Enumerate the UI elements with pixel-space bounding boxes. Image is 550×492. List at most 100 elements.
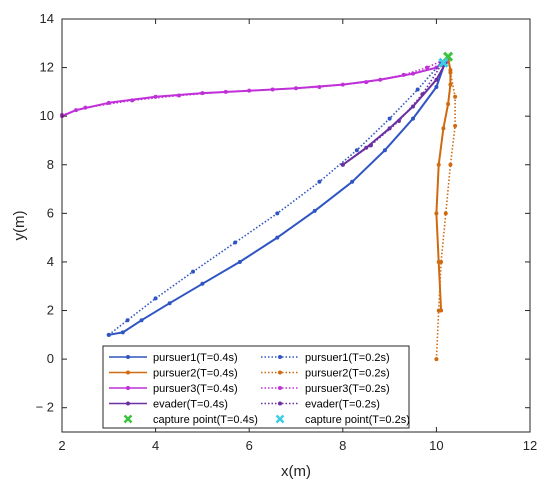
- series-line: [61, 57, 449, 116]
- y-tick-label: 10: [40, 108, 54, 123]
- legend-marker: [126, 355, 130, 359]
- series-point: [441, 126, 446, 131]
- legend-item: evader(T=0.2s): [261, 399, 380, 411]
- x-axis-label: x(m): [281, 463, 311, 480]
- series-point: [434, 211, 439, 216]
- series-point: [350, 179, 355, 184]
- series-point: [167, 301, 172, 306]
- series-point: [436, 308, 441, 313]
- series-point: [453, 123, 458, 128]
- series-line: [435, 57, 456, 360]
- series-point: [368, 143, 373, 148]
- legend-label: pursuer2(T=0.4s): [153, 368, 238, 380]
- series-point: [401, 72, 406, 77]
- series-point: [415, 87, 420, 92]
- legend-item: pursuer3(T=0.2s): [261, 383, 390, 395]
- series-line: [342, 62, 447, 166]
- y-tick-label: 2: [47, 303, 54, 318]
- legend-label: pursuer3(T=0.2s): [305, 383, 390, 395]
- y-tick-label: 6: [47, 205, 54, 220]
- legend-item: pursuer1(T=0.2s): [261, 352, 390, 364]
- series-point: [354, 148, 359, 153]
- series-5: [434, 55, 458, 362]
- series-point: [453, 94, 458, 99]
- legend-marker: [278, 370, 282, 375]
- series-point: [275, 211, 280, 216]
- legend-marker: [275, 414, 285, 424]
- series-point: [139, 318, 144, 323]
- series-point: [411, 71, 415, 76]
- x-tick-label: 10: [429, 438, 443, 453]
- legend-label: capture point(T=0.2s): [305, 414, 410, 426]
- x-tick-label: 8: [339, 438, 346, 453]
- y-axis-label: y(m): [11, 211, 28, 241]
- y-tick-label: 12: [40, 60, 54, 75]
- x-tick-label: 6: [246, 438, 253, 453]
- legend: pursuer1(T=0.4s) pursuer2(T=0.4s) pursuer3…: [102, 345, 410, 429]
- y-tick-label: 4: [47, 254, 54, 269]
- series-2: [60, 55, 451, 119]
- legend-label: capture point(T=0.4s): [153, 414, 258, 426]
- plot-frame: [61, 18, 531, 433]
- series-point: [153, 94, 158, 99]
- series-point: [436, 162, 441, 167]
- series-point: [420, 92, 425, 97]
- series-line: [61, 57, 449, 118]
- legend-item: capture point(T=0.4s): [123, 414, 258, 426]
- series-point: [275, 235, 280, 240]
- series-point: [448, 82, 453, 87]
- series-line: [108, 59, 447, 336]
- series-point: [130, 98, 135, 103]
- series-point: [237, 259, 242, 264]
- x-tick-label: 4: [152, 438, 159, 453]
- series-point: [425, 65, 430, 70]
- legend-marker: [126, 401, 130, 406]
- legend-label: pursuer1(T=0.2s): [305, 352, 390, 364]
- legend-label: pursuer1(T=0.4s): [153, 352, 238, 364]
- legend-item: pursuer1(T=0.4s): [109, 352, 238, 364]
- legend-marker: [278, 401, 282, 406]
- series-point: [411, 116, 415, 121]
- series-point: [153, 296, 158, 301]
- series-point: [125, 318, 130, 323]
- legend-label: pursuer2(T=0.2s): [305, 368, 390, 380]
- legend-item: pursuer3(T=0.4s): [109, 383, 238, 395]
- series-point: [434, 77, 439, 82]
- series-1: [434, 55, 453, 313]
- legend-item: pursuer2(T=0.4s): [109, 368, 238, 380]
- y-tick-label: 0: [47, 351, 54, 366]
- series-point: [317, 85, 322, 90]
- x-tick-label: 2: [58, 438, 65, 453]
- series-point: [83, 105, 88, 110]
- legend-marker: [278, 355, 282, 359]
- y-tick-label: 14: [40, 11, 54, 26]
- legend-label: pursuer3(T=0.4s): [153, 383, 238, 395]
- series-point: [364, 80, 369, 85]
- legend-label: evader(T=0.2s): [305, 399, 380, 411]
- series-point: [387, 116, 392, 121]
- y-tick-label: 8: [47, 157, 54, 172]
- series-point: [233, 240, 238, 245]
- series-point: [434, 85, 439, 90]
- plot-area: [60, 51, 458, 362]
- legend-marker: [123, 414, 133, 424]
- series-point: [382, 148, 387, 153]
- capture-mark: [438, 57, 449, 68]
- series-point: [200, 281, 205, 286]
- series-point: [270, 87, 275, 92]
- series-point: [446, 102, 451, 107]
- series-point: [396, 119, 401, 124]
- y-tick-label: − 2: [36, 400, 54, 415]
- series-point: [317, 179, 322, 184]
- series-6: [60, 55, 451, 117]
- series-point: [120, 330, 125, 335]
- capture-point: [438, 57, 449, 68]
- series-point: [106, 332, 111, 337]
- series-0: [106, 58, 448, 337]
- series-point: [294, 86, 298, 91]
- legend-label: evader(T=0.4s): [153, 399, 228, 411]
- legend-marker: [126, 370, 130, 375]
- legend-item: capture point(T=0.2s): [275, 414, 410, 426]
- series-point: [223, 89, 228, 94]
